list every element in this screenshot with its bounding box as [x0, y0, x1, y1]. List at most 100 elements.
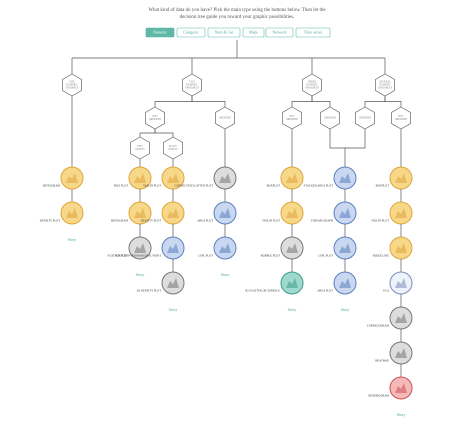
plot-label[interactable]: VIOLIN PLOT: [143, 184, 161, 188]
plot-icon[interactable]: [333, 201, 357, 225]
plot-glyph[interactable]: [134, 208, 146, 218]
plot-leaf[interactable]: AREA PLOT: [317, 271, 357, 295]
plot-leaf[interactable]: CORRELOGRAM: [367, 306, 413, 330]
plot-label[interactable]: BOX PLOT: [114, 184, 128, 188]
plot-leaf[interactable]: LINE PLOT: [318, 236, 357, 260]
plot-label[interactable]: LINE PLOT: [198, 254, 213, 258]
plot-icon[interactable]: [213, 201, 237, 225]
plot-icon[interactable]: [60, 201, 84, 225]
plot-label[interactable]: STACKED AREA PLOT: [304, 184, 334, 188]
plot-leaf[interactable]: LINE PLOT: [198, 236, 237, 260]
plot-leaf[interactable]: SCATTER WITH MARGINAL POINT: [115, 236, 185, 260]
plot-glyph[interactable]: [339, 243, 351, 253]
button-box[interactable]: [176, 27, 206, 38]
plot-leaf[interactable]: VIOLIN PLOT: [371, 201, 413, 225]
story-link[interactable]: Story: [136, 272, 145, 277]
plot-icon[interactable]: [280, 236, 304, 260]
plot-icon[interactable]: [333, 236, 357, 260]
plot-icon[interactable]: [333, 271, 357, 295]
plot-icon[interactable]: [60, 166, 84, 190]
plot-glyph[interactable]: [219, 208, 231, 218]
plot-icon[interactable]: [389, 271, 413, 295]
plot-glyph[interactable]: [134, 243, 146, 253]
plot-glyph[interactable]: [219, 173, 231, 183]
plot-glyph[interactable]: [339, 278, 351, 288]
plot-glyph[interactable]: [395, 348, 407, 358]
plot-leaf[interactable]: BOXPLOT: [376, 166, 413, 190]
plot-glyph[interactable]: [395, 243, 407, 253]
plot-leaf[interactable]: STACKED AREA PLOT: [304, 166, 357, 190]
plot-icon[interactable]: [213, 166, 237, 190]
plot-icon[interactable]: [280, 201, 304, 225]
plot-label[interactable]: STREAM GRAPH: [311, 219, 333, 223]
plot-icon[interactable]: [389, 201, 413, 225]
plot-glyph[interactable]: [167, 278, 179, 288]
plot-leaf[interactable]: BUBBLE PLOT: [261, 236, 304, 260]
plot-label[interactable]: DENSITY PLOT: [141, 219, 161, 223]
plot-icon[interactable]: [161, 271, 185, 295]
button-box[interactable]: [207, 27, 241, 38]
plot-label[interactable]: LINE PLOT: [318, 254, 333, 258]
plot-glyph[interactable]: [167, 208, 179, 218]
type-button[interactable]: Num & Cat: [207, 27, 241, 38]
plot-label[interactable]: PCA: [383, 289, 390, 293]
plot-leaf[interactable]: 2D DENSITY PLOT: [137, 271, 185, 295]
type-button[interactable]: Network: [265, 27, 294, 38]
plot-glyph[interactable]: [219, 243, 231, 253]
story-link[interactable]: Story: [221, 272, 230, 277]
plot-leaf[interactable]: DENDROGRAM: [368, 376, 413, 400]
story-link[interactable]: Story: [68, 237, 77, 242]
plot-leaf[interactable]: CONNECTED SCATTER PLOT: [174, 166, 237, 190]
plot-glyph[interactable]: [167, 243, 179, 253]
plot-label[interactable]: CONNECTED SCATTER PLOT: [174, 184, 213, 188]
plot-leaf[interactable]: HISTOGRAM: [43, 166, 84, 190]
button-label[interactable]: Numeric: [153, 30, 167, 35]
story-link[interactable]: Story: [397, 412, 406, 417]
story-link[interactable]: Story: [341, 307, 350, 312]
plot-label[interactable]: BOXPLOT: [376, 184, 390, 188]
plot-label[interactable]: HISTOGRAM: [111, 219, 129, 223]
plot-leaf[interactable]: STREAM GRAPH: [311, 201, 357, 225]
plot-label[interactable]: VIOLIN PLOT: [262, 219, 280, 223]
plot-label[interactable]: DENSITY PLOT: [40, 219, 60, 223]
plot-leaf[interactable]: SCATTER PLOT: [108, 236, 152, 260]
plot-glyph[interactable]: [286, 208, 298, 218]
plot-leaf[interactable]: HISTOGRAM: [111, 201, 152, 225]
plot-label[interactable]: CORRELOGRAM: [367, 324, 390, 328]
plot-leaf[interactable]: 3D SCATTER OR SURFACE: [245, 271, 304, 295]
plot-leaf[interactable]: PCA: [383, 271, 413, 295]
plot-glyph[interactable]: [286, 278, 298, 288]
plot-icon[interactable]: [389, 306, 413, 330]
plot-icon[interactable]: [389, 236, 413, 260]
plot-leaf[interactable]: BOXPLOT: [267, 166, 304, 190]
plot-label[interactable]: BUBBLE PLOT: [261, 254, 281, 258]
plot-glyph[interactable]: [395, 208, 407, 218]
plot-label[interactable]: SCATTER PLOT: [108, 254, 129, 258]
button-label[interactable]: Maps: [249, 30, 258, 35]
plot-label[interactable]: RIDGE LINE: [373, 254, 389, 258]
plot-glyph[interactable]: [66, 208, 78, 218]
plot-glyph[interactable]: [66, 173, 78, 183]
plot-label[interactable]: AREA PLOT: [317, 289, 333, 293]
button-label[interactable]: Network: [273, 30, 287, 35]
plot-glyph[interactable]: [395, 278, 407, 288]
plot-icon[interactable]: [389, 376, 413, 400]
plot-glyph[interactable]: [339, 208, 351, 218]
button-box[interactable]: [145, 27, 175, 38]
button-label[interactable]: Num & Cat: [215, 30, 235, 35]
type-button[interactable]: Numeric: [145, 27, 175, 38]
plot-glyph[interactable]: [395, 383, 407, 393]
plot-icon[interactable]: [280, 166, 304, 190]
plot-icon[interactable]: [280, 271, 304, 295]
plot-glyph[interactable]: [339, 173, 351, 183]
plot-glyph[interactable]: [395, 173, 407, 183]
type-button[interactable]: Categoric: [176, 27, 206, 38]
plot-label[interactable]: AREA PLOT: [197, 219, 213, 223]
plot-leaf[interactable]: HEATMAP: [375, 341, 413, 365]
plot-icon[interactable]: [389, 166, 413, 190]
plot-leaf[interactable]: VIOLIN PLOT: [262, 201, 304, 225]
plot-glyph[interactable]: [167, 173, 179, 183]
type-button[interactable]: Time series: [295, 27, 331, 38]
plot-icon[interactable]: [389, 341, 413, 365]
plot-glyph[interactable]: [134, 173, 146, 183]
